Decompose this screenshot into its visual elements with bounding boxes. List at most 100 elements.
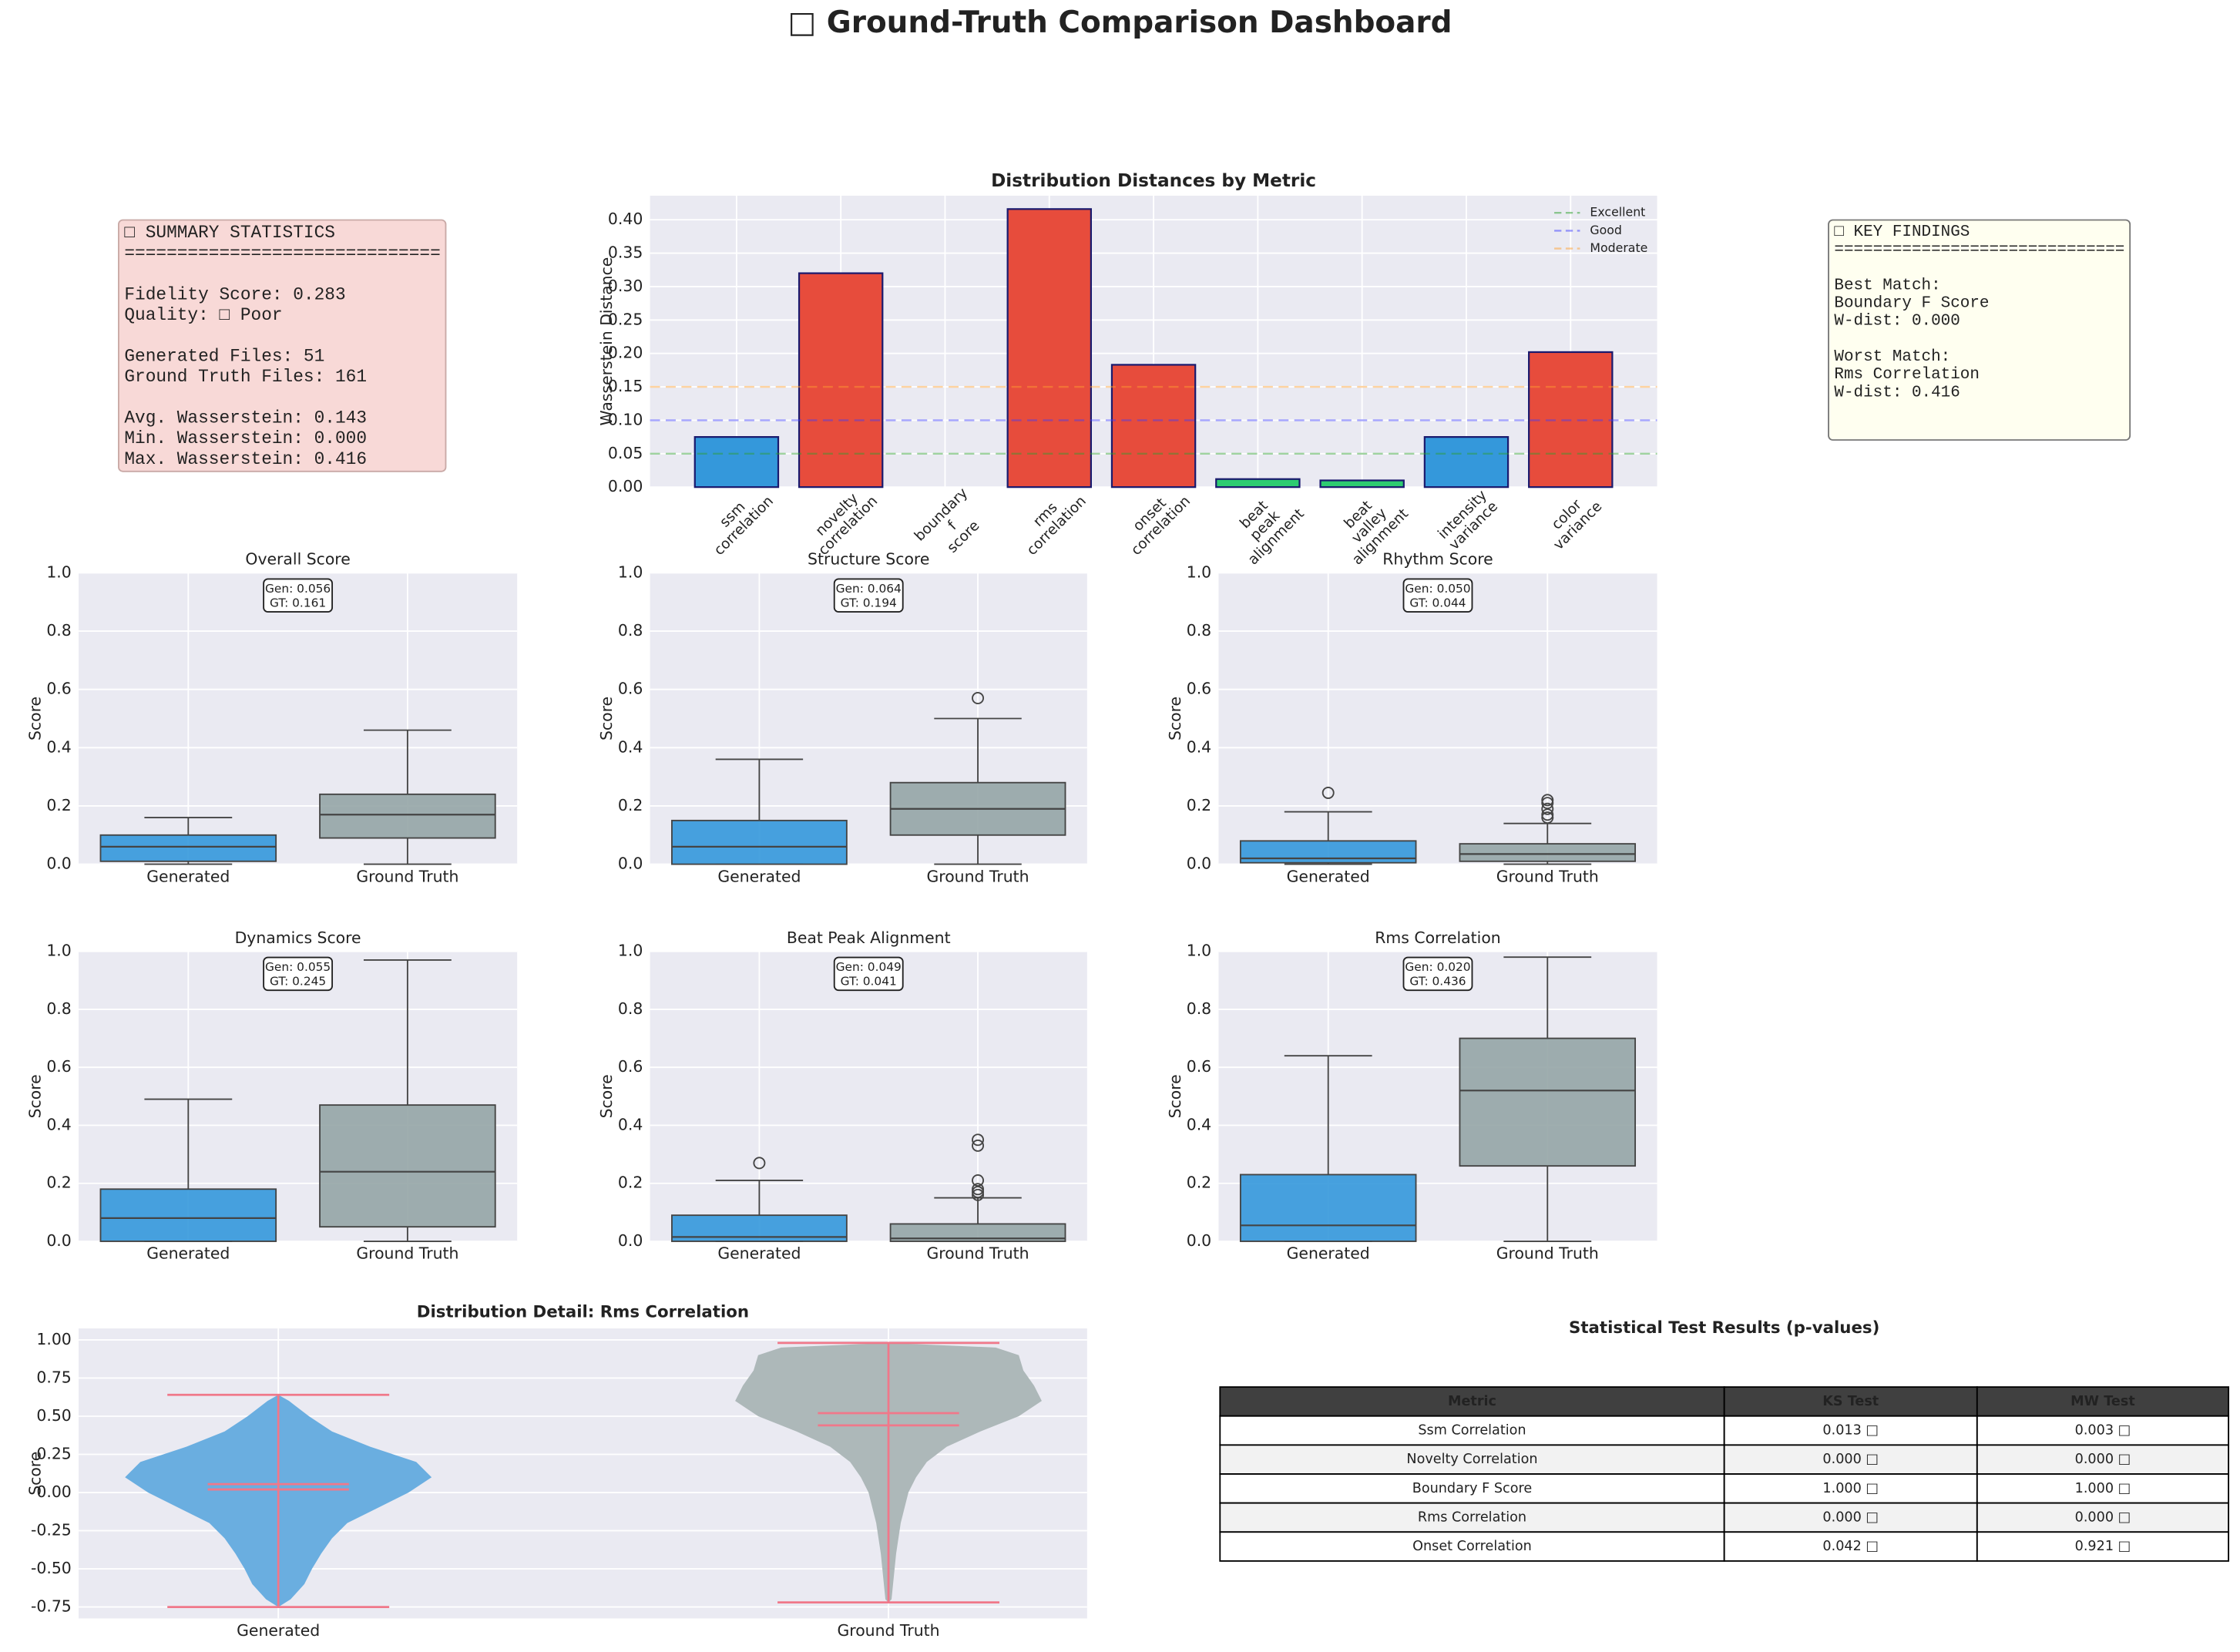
summary-box xyxy=(118,219,447,472)
cell-text: 0.013 □ xyxy=(1822,1423,1879,1439)
y-axis-label: Score xyxy=(25,1452,44,1496)
outlier xyxy=(972,1133,985,1147)
annotation-box xyxy=(1402,578,1473,613)
box xyxy=(1459,1037,1637,1167)
cell-text: Onset Correlation xyxy=(1412,1539,1532,1554)
y-tick-label: 0.2 xyxy=(46,796,71,814)
cell-text: 0.000 □ xyxy=(1822,1452,1879,1467)
annotation-box xyxy=(1402,956,1473,992)
cell-text: Rms Correlation xyxy=(1418,1509,1526,1525)
annotation: GT: 0.194 xyxy=(841,596,897,609)
cell-text: 0.042 □ xyxy=(1822,1539,1879,1554)
y-tick-label: 0.4 xyxy=(1187,737,1211,756)
table-cell xyxy=(1219,1531,1725,1562)
box-text: □ KEY FINDINGS xyxy=(1834,223,1970,241)
box xyxy=(1459,843,1637,862)
y-tick-label: -0.75 xyxy=(31,1597,72,1616)
y-tick-label: 0.2 xyxy=(1187,796,1211,814)
header-cell xyxy=(1723,1386,1978,1417)
y-axis-label: Score xyxy=(597,1074,616,1118)
x-tick-label: Generated xyxy=(146,867,230,885)
table-title: Statistical Test Results (p-values) xyxy=(1569,1318,1879,1338)
chart-title: Rhythm Score xyxy=(1382,550,1493,569)
y-tick-label: 0.0 xyxy=(46,855,71,873)
y-tick-label: 0.8 xyxy=(1187,621,1211,640)
table-cell xyxy=(1219,1473,1725,1504)
y-tick-label: 0.6 xyxy=(618,680,643,698)
annotation: GT: 0.041 xyxy=(841,975,897,989)
header-text: Metric xyxy=(1448,1394,1496,1409)
x-tick-label: Generated xyxy=(237,1621,320,1640)
box-text: W-dist: 0.416 xyxy=(1834,384,1960,401)
cell-text: 0.921 □ xyxy=(2075,1539,2131,1554)
bar xyxy=(693,436,780,489)
cell-text: 1.000 □ xyxy=(1822,1481,1879,1496)
y-tick-label: 0.0 xyxy=(1187,855,1211,873)
box-text: Generated Files: 51 xyxy=(124,346,324,366)
annotation: Gen: 0.055 xyxy=(265,960,331,974)
box-text: Min. Wasserstein: 0.000 xyxy=(124,428,367,448)
bar xyxy=(1423,436,1510,489)
outlier xyxy=(972,1174,985,1187)
y-tick-label: 0.25 xyxy=(608,310,643,328)
y-tick-label: 0.8 xyxy=(618,621,643,640)
plot-area xyxy=(650,951,1087,1242)
box xyxy=(319,793,496,839)
box-text: Max. Wasserstein: 0.416 xyxy=(124,449,367,469)
cell-text: Novelty Correlation xyxy=(1406,1452,1537,1467)
outlier xyxy=(1541,808,1554,821)
y-tick-label: 1.00 xyxy=(36,1330,71,1348)
bar xyxy=(1319,479,1405,489)
y-tick-label: 0.0 xyxy=(618,1231,643,1250)
cell-text: Ssm Correlation xyxy=(1418,1423,1526,1439)
header-cell xyxy=(1976,1386,2230,1417)
cell-text: Boundary F Score xyxy=(1412,1481,1532,1496)
y-axis-label: Score xyxy=(1166,1074,1184,1118)
x-tick-label: Ground Truth xyxy=(1496,1244,1599,1263)
bar xyxy=(1528,351,1614,489)
table-cell xyxy=(1976,1473,2230,1504)
y-tick-label: 0.30 xyxy=(608,277,643,295)
y-tick-label: 0.6 xyxy=(46,1057,71,1076)
findings-box xyxy=(1828,219,2131,441)
box-text: Worst Match: xyxy=(1834,348,1950,366)
chart-title: Rms Correlation xyxy=(1375,928,1500,947)
y-tick-label: 0.4 xyxy=(1187,1115,1211,1133)
y-tick-label: 0.6 xyxy=(46,680,71,698)
legend-label: Excellent xyxy=(1590,205,1645,220)
bar xyxy=(1215,478,1301,489)
y-tick-label: 1.0 xyxy=(618,942,643,960)
y-tick-label: 0.75 xyxy=(36,1368,71,1386)
y-axis-label: Score xyxy=(1166,697,1184,740)
table-cell xyxy=(1976,1444,2230,1475)
y-tick-label: 0.4 xyxy=(46,737,71,756)
chart-title: Distribution Detail: Rms Correlation xyxy=(417,1303,749,1322)
annotation: Gen: 0.056 xyxy=(265,582,331,596)
x-tick-label: Generated xyxy=(1287,867,1370,885)
legend-label: Good xyxy=(1590,223,1621,237)
y-tick-label: 0.0 xyxy=(1187,1231,1211,1250)
annotation-box xyxy=(833,578,904,613)
annotation: Gen: 0.050 xyxy=(1405,582,1470,596)
annotation: Gen: 0.064 xyxy=(836,582,902,596)
box-text: Fidelity Score: 0.283 xyxy=(124,284,345,304)
x-tick-label: colorvariance xyxy=(1539,487,1605,553)
box-text: Boundary F Score xyxy=(1834,295,1989,313)
cell-text: 0.000 □ xyxy=(2075,1509,2131,1525)
y-tick-label: 1.0 xyxy=(46,562,71,581)
table-cell xyxy=(1976,1415,2230,1446)
x-tick-label: beatpeakalignment xyxy=(1223,483,1308,568)
outlier xyxy=(753,1157,766,1170)
y-tick-label: 0.6 xyxy=(1187,1057,1211,1076)
chart-title: Beat Peak Alignment xyxy=(787,928,951,947)
annotation-box xyxy=(263,956,334,992)
legend-label: Moderate xyxy=(1590,240,1647,255)
y-axis-label: Score xyxy=(597,697,616,740)
box xyxy=(1239,840,1417,864)
outlier xyxy=(1541,802,1554,815)
x-tick-label: Ground Truth xyxy=(837,1621,939,1640)
y-tick-label: 1.0 xyxy=(46,942,71,960)
annotation-box xyxy=(833,956,904,992)
y-tick-label: 0.2 xyxy=(46,1174,71,1192)
